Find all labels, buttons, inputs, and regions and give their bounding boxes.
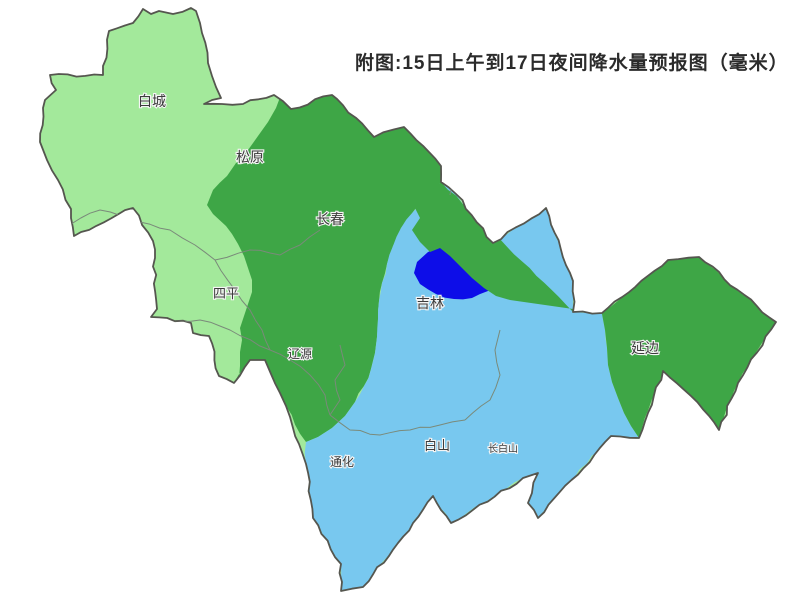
svg-text:辽源: 辽源 xyxy=(288,347,312,361)
svg-text:延边: 延边 xyxy=(631,340,659,356)
svg-text:白山: 白山 xyxy=(424,438,450,453)
svg-text:松原: 松原 xyxy=(236,149,264,165)
svg-text:白城: 白城 xyxy=(138,93,166,109)
svg-text:长白山: 长白山 xyxy=(488,442,518,455)
svg-text:四平: 四平 xyxy=(213,286,239,301)
svg-text:通化: 通化 xyxy=(330,455,354,469)
svg-text:吉林: 吉林 xyxy=(416,295,444,311)
svg-text:长春: 长春 xyxy=(316,211,344,227)
